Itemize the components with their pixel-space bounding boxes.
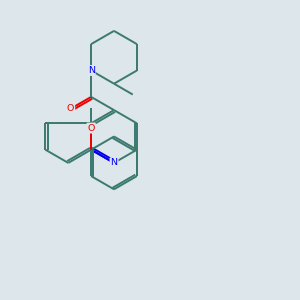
Text: O: O bbox=[87, 124, 95, 133]
Text: N: N bbox=[110, 158, 118, 167]
Text: N: N bbox=[88, 66, 94, 75]
Text: O: O bbox=[67, 104, 74, 113]
